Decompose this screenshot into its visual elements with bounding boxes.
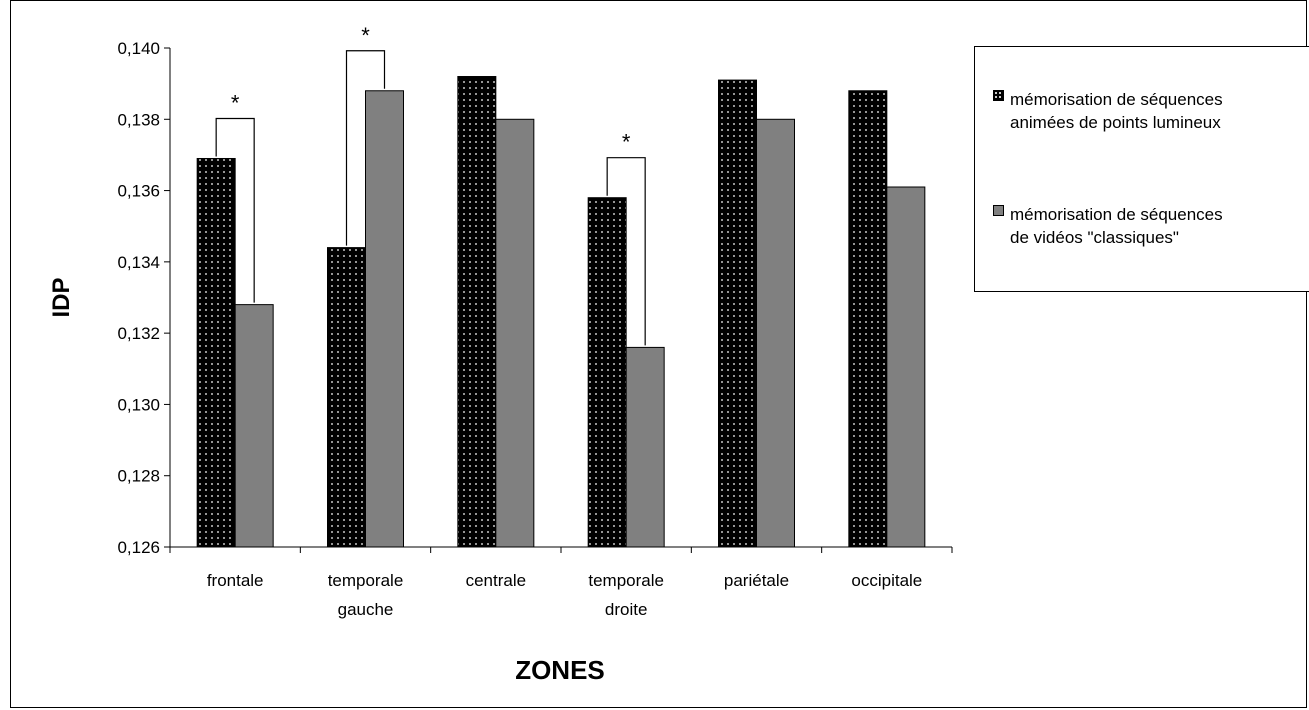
x-tick-label: frontale [207, 571, 264, 590]
legend-label-series-1-line-2: animées de points lumineux [1010, 113, 1221, 132]
x-tick-label: temporale [588, 571, 664, 590]
bar-series-2-5 [886, 186, 926, 548]
y-tick-label: 0,130 [117, 395, 160, 414]
legend-swatch-series-1 [993, 90, 1004, 101]
x-tick-label: pariétale [724, 571, 789, 590]
legend-label-series-1: mémorisation de séquences animées de poi… [1010, 85, 1223, 137]
significance-bracket [606, 157, 646, 346]
bar-series-1-5 [848, 90, 888, 548]
legend-label-series-2-line-2: de vidéos "classiques" [1010, 228, 1179, 247]
y-tick-label: 0,132 [117, 324, 160, 343]
x-tick-label: occipitale [851, 571, 922, 590]
legend-label-series-2: mémorisation de séquences de vidéos "cla… [1010, 200, 1223, 252]
legend: mémorisation de séquences animées de poi… [974, 46, 1309, 292]
bar-series-1-4 [718, 79, 757, 548]
x-tick-label: gauche [338, 600, 394, 619]
bar-series-2-2 [495, 118, 535, 548]
x-tick-label: centrale [466, 571, 526, 590]
bar-series-2-1 [365, 90, 404, 548]
y-axis-title: IDP [48, 277, 75, 317]
y-tick-label: 0,134 [117, 253, 160, 272]
significance-marker: * [231, 90, 240, 115]
significance-marker: * [361, 23, 370, 48]
legend-swatch-series-2 [993, 205, 1004, 216]
bar-series-2-3 [625, 346, 665, 548]
y-tick-label: 0,138 [117, 110, 160, 129]
significance-bracket [215, 117, 255, 303]
y-tick-label: 0,128 [117, 467, 160, 486]
bar-chart: * * * 0,126 0,128 0,130 0,132 0,134 0,136 0,138 0… [48, 23, 953, 685]
legend-label-series-2-line-1: mémorisation de séquences [1010, 205, 1223, 224]
significance-bracket [345, 50, 386, 246]
y-tick-label: 0,140 [117, 39, 160, 58]
y-tick-label: 0,126 [117, 538, 160, 557]
x-tick-label: temporale [328, 571, 404, 590]
x-axis-title: ZONES [515, 655, 605, 685]
y-tick-label: 0,136 [117, 182, 160, 201]
bar-series-1-2 [457, 76, 497, 548]
bar-series-1-1 [327, 247, 366, 548]
significance-marker: * [622, 130, 631, 155]
chart-frame: * * * 0,126 0,128 0,130 0,132 0,134 0,136 0,138 0… [10, 0, 1309, 708]
bar-series-1-3 [587, 197, 627, 548]
legend-item-series-1: mémorisation de séquences animées de poi… [993, 85, 1223, 137]
legend-item-series-2: mémorisation de séquences de vidéos "cla… [993, 200, 1223, 252]
x-tick-label: droite [605, 600, 648, 619]
bar-series-1-0 [196, 157, 236, 548]
legend-label-series-1-line-1: mémorisation de séquences [1010, 90, 1223, 109]
bar-series-2-4 [756, 118, 795, 548]
bar-series-2-0 [234, 304, 274, 548]
